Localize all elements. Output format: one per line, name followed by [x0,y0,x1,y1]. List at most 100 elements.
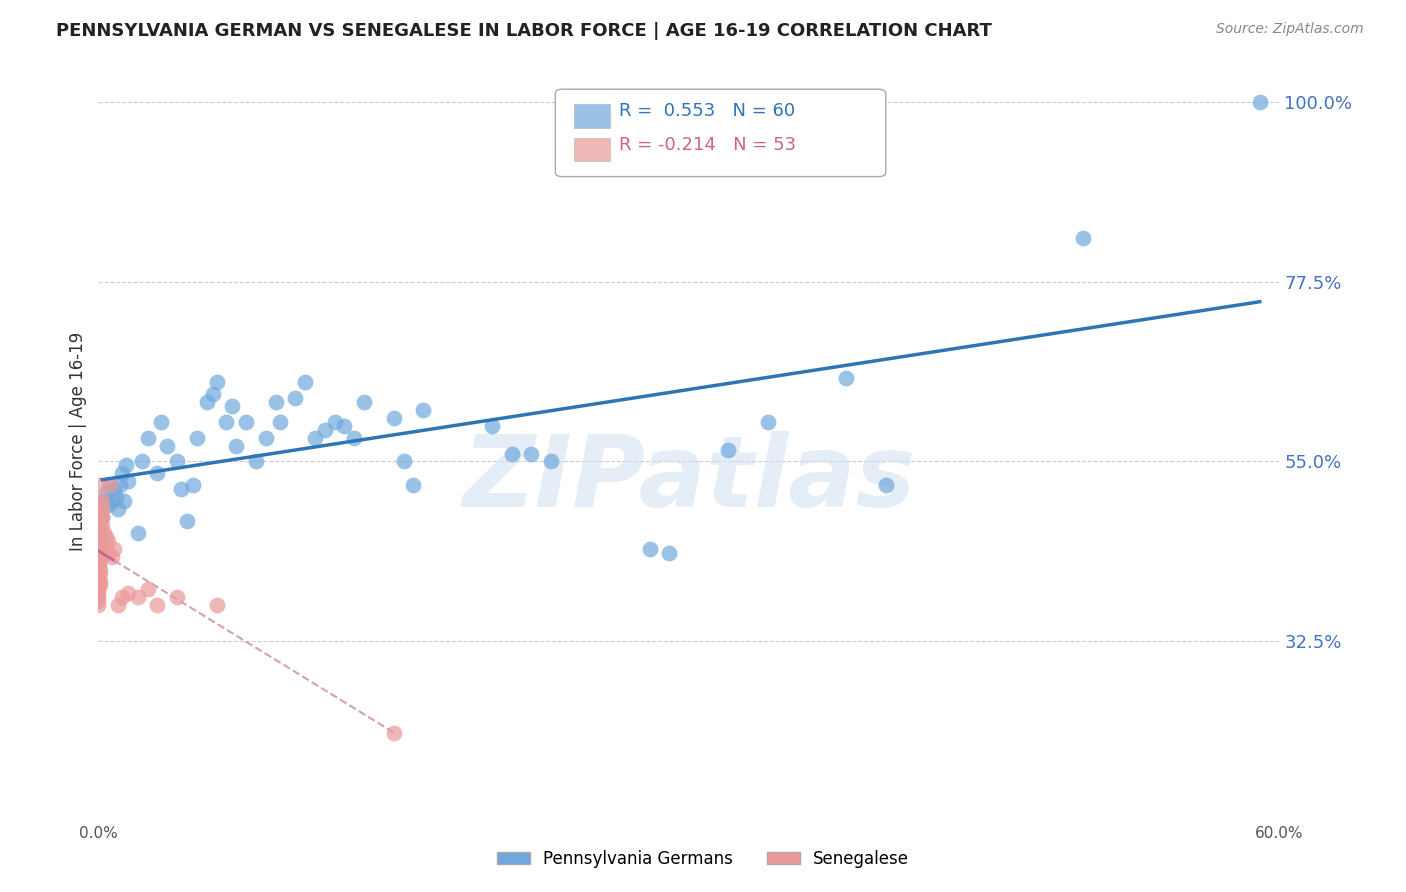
Point [91,494,114,508]
Point [93,526,115,541]
Point [127,590,149,604]
Point [323,415,346,429]
Point [294,375,316,389]
Point [304,431,326,445]
Point [89,478,111,492]
Point [87,586,110,600]
Point [264,394,287,409]
Point [89,566,111,581]
Point [235,415,257,429]
Point [98,478,121,492]
Point [717,442,740,457]
Point [205,598,228,612]
Point [111,467,134,481]
Point [87,598,110,612]
Legend: Pennsylvania Germans, Senegalese: Pennsylvania Germans, Senegalese [491,844,915,875]
Point [215,415,238,429]
Point [91,510,114,524]
Point [115,458,138,473]
Point [127,526,149,541]
Point [87,578,110,592]
Point [87,542,110,557]
Point [1249,95,1271,110]
Point [245,454,267,468]
Point [98,478,121,492]
Point [150,415,173,429]
Point [87,526,110,541]
Point [89,578,111,592]
Point [87,574,110,589]
Point [87,566,110,581]
Point [105,491,128,505]
Point [87,538,110,552]
Point [205,375,228,389]
Point [89,562,111,576]
Point [186,431,208,445]
Point [269,415,291,429]
Point [254,431,277,445]
Point [107,598,129,612]
Point [97,534,120,549]
Point [91,502,114,516]
Point [87,582,110,597]
Point [101,494,124,508]
Point [402,478,425,492]
Point [97,499,120,513]
Point [87,562,110,576]
Point [87,590,110,604]
Text: PENNSYLVANIA GERMAN VS SENEGALESE IN LABOR FORCE | AGE 16-19 CORRELATION CHART: PENNSYLVANIA GERMAN VS SENEGALESE IN LAB… [56,22,993,40]
Point [392,454,415,468]
Point [166,454,188,468]
Point [112,494,135,508]
Point [166,590,188,604]
Point [314,423,336,437]
Point [117,475,139,489]
Point [835,370,858,384]
Point [756,415,779,429]
Point [875,478,897,492]
Point [136,431,159,445]
Point [343,431,366,445]
Point [89,494,111,508]
Point [89,518,111,533]
Point [111,590,134,604]
Point [87,546,110,560]
Point [284,391,307,405]
Point [97,546,120,560]
Point [1071,231,1094,245]
Point [87,550,110,565]
Point [501,446,523,460]
Point [481,418,503,433]
Text: Source: ZipAtlas.com: Source: ZipAtlas.com [1216,22,1364,37]
Point [89,514,111,528]
Point [638,542,661,557]
Point [89,542,111,557]
Point [353,394,375,409]
Point [96,486,118,500]
Point [103,542,125,557]
Point [89,530,111,544]
Point [87,530,110,544]
Point [156,438,179,452]
Point [96,530,118,544]
Point [93,494,115,508]
Point [146,598,169,612]
Point [107,502,129,516]
Point [658,546,681,560]
Point [195,394,218,409]
Y-axis label: In Labor Force | Age 16-19: In Labor Force | Age 16-19 [69,332,87,551]
Point [89,554,111,568]
Point [117,586,139,600]
Point [131,454,153,468]
Point [412,402,434,417]
Point [221,399,243,413]
Point [87,554,110,568]
Point [170,483,193,497]
Point [520,446,543,460]
Point [181,478,204,492]
Point [103,483,125,497]
Point [333,418,356,433]
Point [91,510,114,524]
Text: R =  0.553   N = 60: R = 0.553 N = 60 [619,102,794,120]
Point [101,550,124,565]
